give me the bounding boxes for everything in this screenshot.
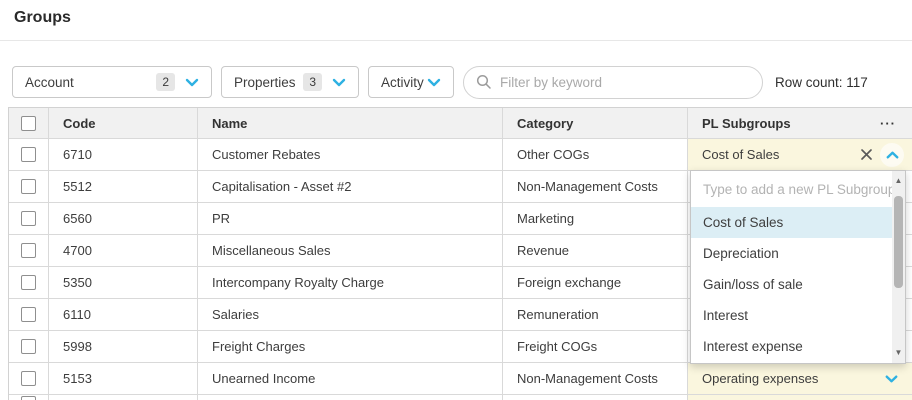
checkbox-cell <box>9 363 49 394</box>
header-divider <box>0 40 912 41</box>
header-pl-subgroups: PL Subgroups ··· <box>688 108 912 138</box>
dropdown-option[interactable]: Cost of Sales <box>691 207 892 238</box>
chevron-up-icon[interactable] <box>880 142 904 167</box>
name-cell: PR <box>198 203 503 234</box>
row-checkbox[interactable] <box>21 147 36 162</box>
name-cell: Miscellaneous Sales <box>198 235 503 266</box>
pl-subgroups-cell[interactable]: Cost of Sales <box>688 139 912 170</box>
pl-subgroups-cell[interactable]: Operating expenses <box>688 363 912 394</box>
category-cell: Remuneration <box>503 299 688 330</box>
dropdown-scrollbar[interactable]: ▲ ▼ <box>892 171 905 363</box>
chevron-down-icon <box>185 78 199 87</box>
dropdown-option[interactable]: Interest expense <box>703 339 803 354</box>
row-checkbox[interactable] <box>21 307 36 322</box>
properties-filter-label: Properties <box>234 74 296 90</box>
category-cell <box>503 395 688 400</box>
properties-filter-badge: 3 <box>303 73 322 91</box>
category-cell: Non-Management Costs <box>503 363 688 394</box>
chevron-down-icon[interactable] <box>885 375 898 383</box>
checkbox-cell <box>9 171 49 202</box>
keyword-filter-input[interactable] <box>500 74 750 90</box>
header-category: Category <box>503 108 688 138</box>
dropdown-option[interactable]: Interest <box>703 308 749 323</box>
name-cell <box>198 395 503 400</box>
row-checkbox[interactable] <box>21 179 36 194</box>
table-row <box>9 395 912 400</box>
code-cell: 6710 <box>49 139 198 170</box>
header-checkbox-cell <box>9 108 49 138</box>
name-cell: Freight Charges <box>198 331 503 362</box>
code-cell: 6110 <box>49 299 198 330</box>
scrollbar-up-icon[interactable]: ▲ <box>894 176 903 185</box>
row-checkbox[interactable] <box>21 243 36 258</box>
clear-icon[interactable] <box>860 148 873 161</box>
pl-subgroups-dropdown: Cost of Sales Depreciation Gain/loss of … <box>690 170 906 364</box>
checkbox-cell <box>9 395 49 400</box>
name-cell: Unearned Income <box>198 363 503 394</box>
row-checkbox[interactable] <box>21 339 36 354</box>
row-checkbox[interactable] <box>21 211 36 226</box>
code-cell: 5153 <box>49 363 198 394</box>
activity-filter-dropdown[interactable]: Activity <box>368 66 454 98</box>
category-cell: Non-Management Costs <box>503 171 688 202</box>
row-count-label: Row count: 117 <box>775 74 868 90</box>
dropdown-option[interactable]: Depreciation <box>703 246 779 261</box>
category-cell: Other COGs <box>503 139 688 170</box>
checkbox-cell <box>9 203 49 234</box>
code-cell <box>49 395 198 400</box>
pl-subgroups-dropdown-body: Cost of Sales Depreciation Gain/loss of … <box>691 171 892 363</box>
pl-subgroups-cell[interactable] <box>688 395 912 400</box>
name-cell: Intercompany Royalty Charge <box>198 267 503 298</box>
code-cell: 5350 <box>49 267 198 298</box>
header-pl-subgroups-label: PL Subgroups <box>702 115 791 131</box>
account-filter-badge: 2 <box>156 73 175 91</box>
chevron-down-icon <box>332 78 346 87</box>
pl-subgroups-value: Operating expenses <box>702 371 819 386</box>
row-checkbox[interactable] <box>21 275 36 290</box>
category-cell: Marketing <box>503 203 688 234</box>
category-cell: Freight COGs <box>503 331 688 362</box>
checkbox-cell <box>9 267 49 298</box>
account-filter-dropdown[interactable]: Account 2 <box>12 66 212 98</box>
header-code: Code <box>49 108 198 138</box>
select-all-checkbox[interactable] <box>21 115 36 131</box>
name-cell: Customer Rebates <box>198 139 503 170</box>
header-name: Name <box>198 108 503 138</box>
scrollbar-thumb[interactable] <box>894 196 903 288</box>
code-cell: 5512 <box>49 171 198 202</box>
category-cell: Revenue <box>503 235 688 266</box>
page-title: Groups <box>14 9 71 26</box>
code-cell: 5998 <box>49 331 198 362</box>
table-header-row: Code Name Category PL Subgroups ··· <box>9 108 912 139</box>
checkbox-cell <box>9 139 49 170</box>
pl-subgroups-value: Cost of Sales <box>702 147 780 162</box>
scrollbar-down-icon[interactable]: ▼ <box>894 348 903 357</box>
code-cell: 6560 <box>49 203 198 234</box>
row-checkbox[interactable] <box>21 371 36 386</box>
checkbox-cell <box>9 235 49 266</box>
chevron-down-icon <box>427 78 441 87</box>
checkbox-cell <box>9 299 49 330</box>
category-cell: Foreign exchange <box>503 267 688 298</box>
pl-subgroups-add-input[interactable] <box>691 171 892 207</box>
account-filter-label: Account <box>25 74 74 90</box>
name-cell: Capitalisation - Asset #2 <box>198 171 503 202</box>
more-columns-icon[interactable]: ··· <box>880 115 896 131</box>
code-cell: 4700 <box>49 235 198 266</box>
filter-bar: Account 2 Properties 3 Activity Row coun… <box>12 65 868 99</box>
dropdown-option[interactable]: Gain/loss of sale <box>703 277 803 292</box>
activity-filter-label: Activity <box>381 74 424 90</box>
checkbox-cell <box>9 331 49 362</box>
table-row: 6710 Customer Rebates Other COGs Cost of… <box>9 139 912 171</box>
properties-filter-dropdown[interactable]: Properties 3 <box>221 66 359 98</box>
keyword-filter-field <box>463 65 763 99</box>
name-cell: Salaries <box>198 299 503 330</box>
table-row: 5153 Unearned Income Non-Management Cost… <box>9 363 912 395</box>
search-icon <box>476 74 492 90</box>
row-checkbox[interactable] <box>21 396 36 400</box>
